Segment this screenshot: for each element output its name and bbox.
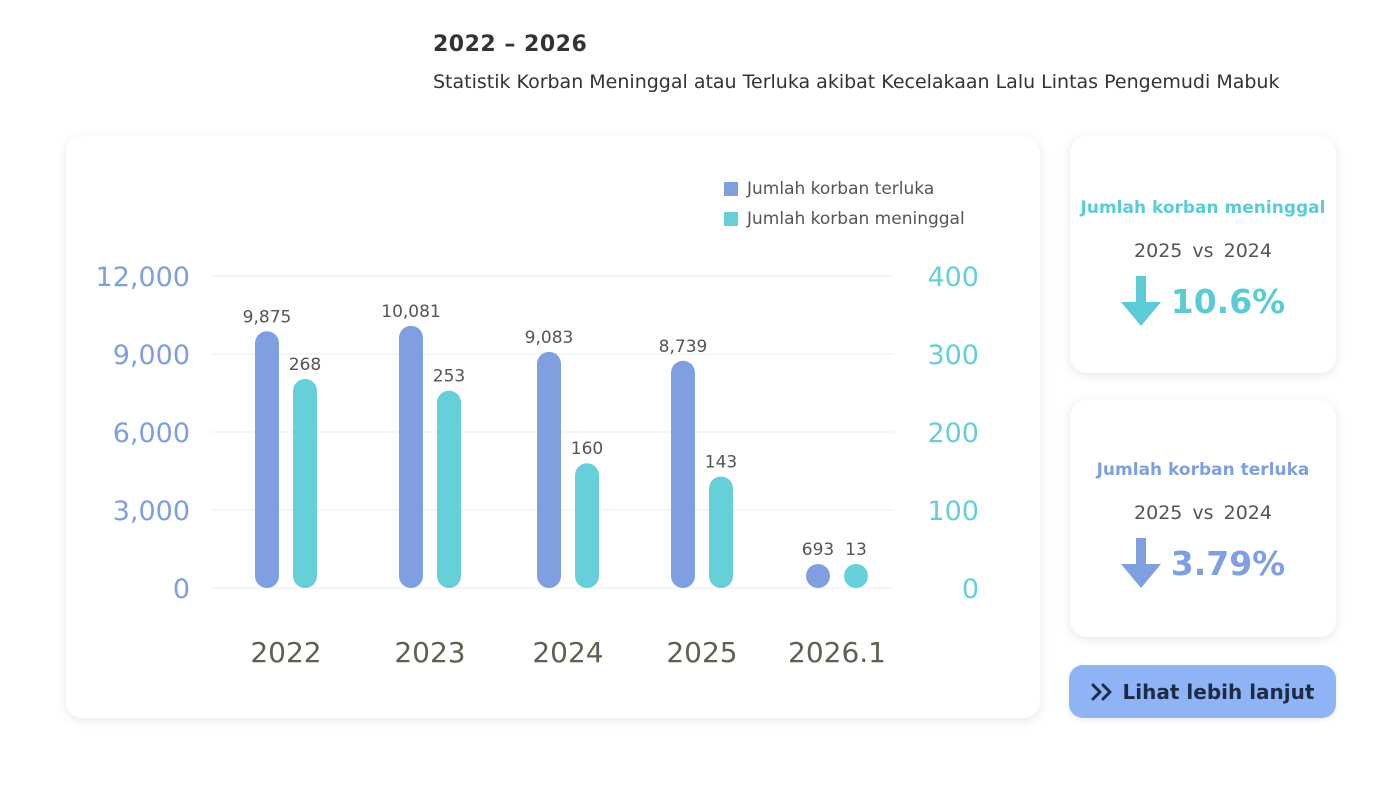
bar-value-label: 160 (571, 439, 603, 459)
stat-deaths-percent: 10.6% (1170, 281, 1286, 321)
bar (844, 564, 868, 588)
legend-item-injured: Jumlah korban terluka (724, 174, 965, 204)
stat-injuries-compare: 2025 vs 2024 (1134, 502, 1272, 524)
x-axis-category-label: 2024 (532, 636, 603, 669)
left-axis-tick-label: 9,000 (113, 340, 190, 371)
see-more-button[interactable]: Lihat lebih lanjut (1069, 665, 1336, 718)
double-chevron-right-icon (1091, 683, 1112, 700)
legend-label-injured: Jumlah korban terluka (747, 179, 935, 199)
stat-injuries-change: 3.79% (1070, 538, 1336, 588)
left-axis-tick-label: 6,000 (113, 418, 190, 449)
bar (293, 378, 317, 588)
right-axis-tick-label: 200 (927, 418, 979, 449)
stat-injuries-label: Jumlah korban terluka (1096, 460, 1310, 480)
bar-chart: 0 3,000 6,000 9,000 12,000 0 100 200 300 400 9,875… (96, 262, 979, 669)
bar (399, 325, 423, 588)
bar (671, 360, 695, 588)
stat-deaths-label: Jumlah korban meninggal (1080, 198, 1326, 218)
legend-swatch-injured (724, 182, 738, 196)
bar-value-label: 9,875 (243, 307, 292, 327)
bar-value-label: 10,081 (381, 302, 440, 322)
x-axis-category-label: 2025 (666, 636, 737, 669)
see-more-label: Lihat lebih lanjut (1122, 679, 1315, 704)
legend-label-deaths: Jumlah korban meninggal (747, 209, 965, 229)
right-axis-tick-label: 100 (927, 496, 979, 527)
x-axis-category-label: 2022 (250, 636, 321, 669)
legend-swatch-deaths (724, 212, 738, 226)
x-axis-category-label: 2023 (394, 636, 465, 669)
stat-deaths-compare: 2025 vs 2024 (1134, 240, 1272, 262)
left-axis-tick-label: 0 (173, 574, 190, 605)
left-axis-tick-label: 3,000 (113, 496, 190, 527)
left-axis-tick-label: 12,000 (96, 262, 190, 293)
stat-injuries-percent: 3.79% (1170, 543, 1286, 583)
page-subtitle: Statistik Korban Meninggal atau Terluka … (433, 71, 1280, 93)
right-axis-tick-label: 400 (927, 262, 979, 293)
right-axis-tick-label: 300 (927, 340, 979, 371)
bar-value-label: 13 (845, 540, 867, 560)
bar-value-label: 8,739 (659, 337, 708, 357)
bar-value-label: 268 (289, 355, 321, 375)
down-arrow-icon (1120, 276, 1161, 326)
bar (255, 331, 279, 588)
chart-card: 0 3,000 6,000 9,000 12,000 0 100 200 300 400 9,875… (66, 136, 1040, 718)
bar (709, 476, 733, 588)
page-header: 2022 – 2026 Statistik Korban Meninggal a… (433, 32, 1279, 93)
down-arrow-icon (1120, 538, 1161, 588)
right-axis-tick-label: 0 (962, 574, 979, 605)
x-axis-category-label: 2026.1 (788, 636, 886, 669)
bar (575, 463, 599, 588)
bar-value-label: 693 (802, 540, 834, 560)
bar-value-label: 9,083 (525, 328, 574, 348)
page-title: 2022 – 2026 (433, 32, 588, 57)
stat-deaths-change: 10.6% (1070, 276, 1336, 326)
chart-legend: Jumlah korban terluka Jumlah korban meni… (724, 174, 965, 234)
bar (806, 564, 830, 588)
legend-item-deaths: Jumlah korban meninggal (724, 204, 965, 234)
stat-card-injuries: Jumlah korban terluka 2025 vs 2024 3.79% (1070, 400, 1336, 637)
bar-value-label: 253 (433, 367, 465, 387)
bar (437, 390, 461, 588)
bar-value-label: 143 (705, 452, 737, 472)
stat-card-deaths: Jumlah korban meninggal 2025 vs 2024 10.… (1070, 136, 1336, 373)
bar (537, 351, 561, 588)
